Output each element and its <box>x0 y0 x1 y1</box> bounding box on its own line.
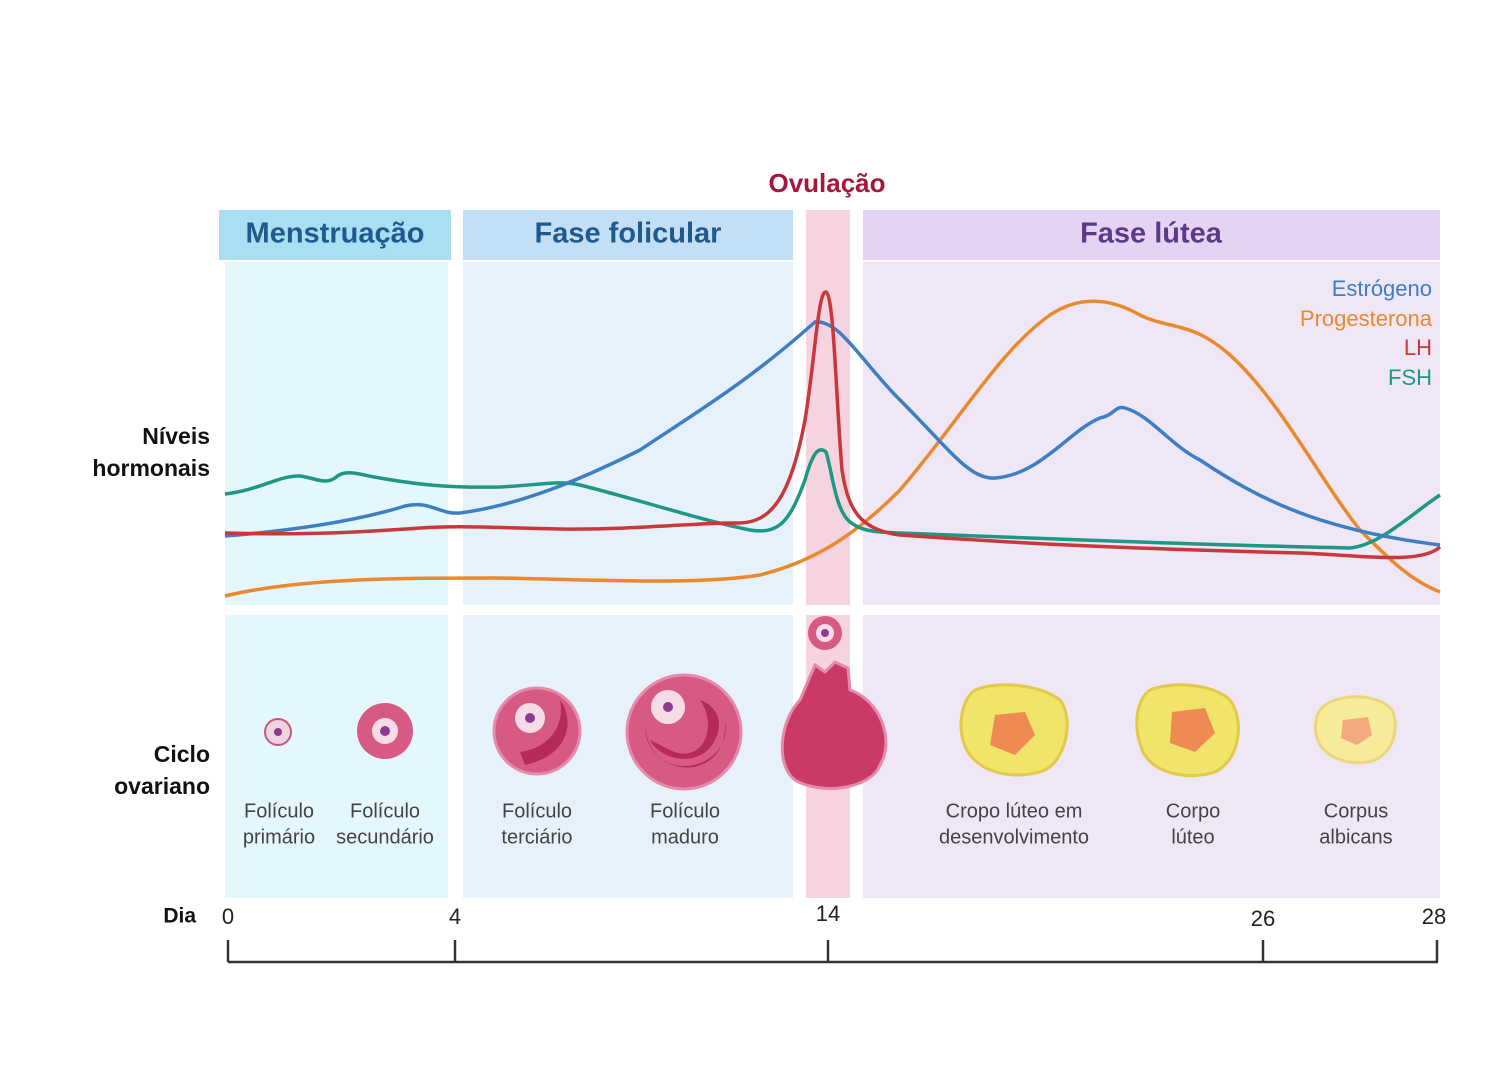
follicular-header <box>463 210 793 260</box>
tick-label: 28 <box>1422 904 1446 929</box>
stage-label: maduro <box>651 826 719 848</box>
stage-label: Corpus <box>1324 800 1388 822</box>
stage-label: Folículo <box>650 800 720 822</box>
menstruation-bg <box>225 615 448 898</box>
follicular-bg <box>463 262 793 605</box>
stage-label: terciário <box>501 826 572 848</box>
luteal-header <box>863 210 1440 260</box>
stage-label: desenvolvimento <box>939 826 1089 848</box>
stage-label: Corpo <box>1166 800 1220 822</box>
stage-label: secundário <box>336 826 434 848</box>
tick-label: 14 <box>816 901 840 926</box>
row-label: Ciclo <box>154 741 210 767</box>
stage-label: lúteo <box>1171 826 1214 848</box>
phase-title: Menstruação <box>246 218 425 250</box>
phase-title: Fase folicular <box>535 218 722 250</box>
row-label: Níveis <box>142 423 210 449</box>
phase-title: Ovulação <box>768 168 885 198</box>
tick-label: 4 <box>449 904 461 929</box>
estrogen-curve <box>224 320 1441 547</box>
row-label: hormonais <box>92 455 210 481</box>
fsh-curve <box>224 448 1441 550</box>
stage-label: Cropo lúteo em <box>946 800 1083 822</box>
lh-curve <box>224 290 1442 560</box>
stage-label: albicans <box>1319 826 1392 848</box>
phase-title: Fase lútea <box>1080 218 1223 250</box>
legend-entry: Progesterona <box>1300 306 1433 331</box>
progesterone-curve <box>224 299 1441 598</box>
stage-label: Folículo <box>502 800 572 822</box>
legend-entry: LH <box>1404 335 1432 360</box>
stage-label: primário <box>243 826 315 848</box>
menstruation-bg <box>225 262 448 605</box>
stage-label: Folículo <box>244 800 314 822</box>
menstruation-header <box>219 210 451 260</box>
legend-entry: FSH <box>1388 365 1432 390</box>
axis-label: Dia <box>163 905 196 928</box>
follicle-icons <box>264 616 1397 791</box>
legend-entry: Estrógeno <box>1332 276 1432 301</box>
tick-label: 26 <box>1251 906 1275 931</box>
day-axis <box>226 940 1439 964</box>
tick-label: 0 <box>222 904 234 929</box>
row-label: ovariano <box>114 773 210 799</box>
stage-label: Folículo <box>350 800 420 822</box>
